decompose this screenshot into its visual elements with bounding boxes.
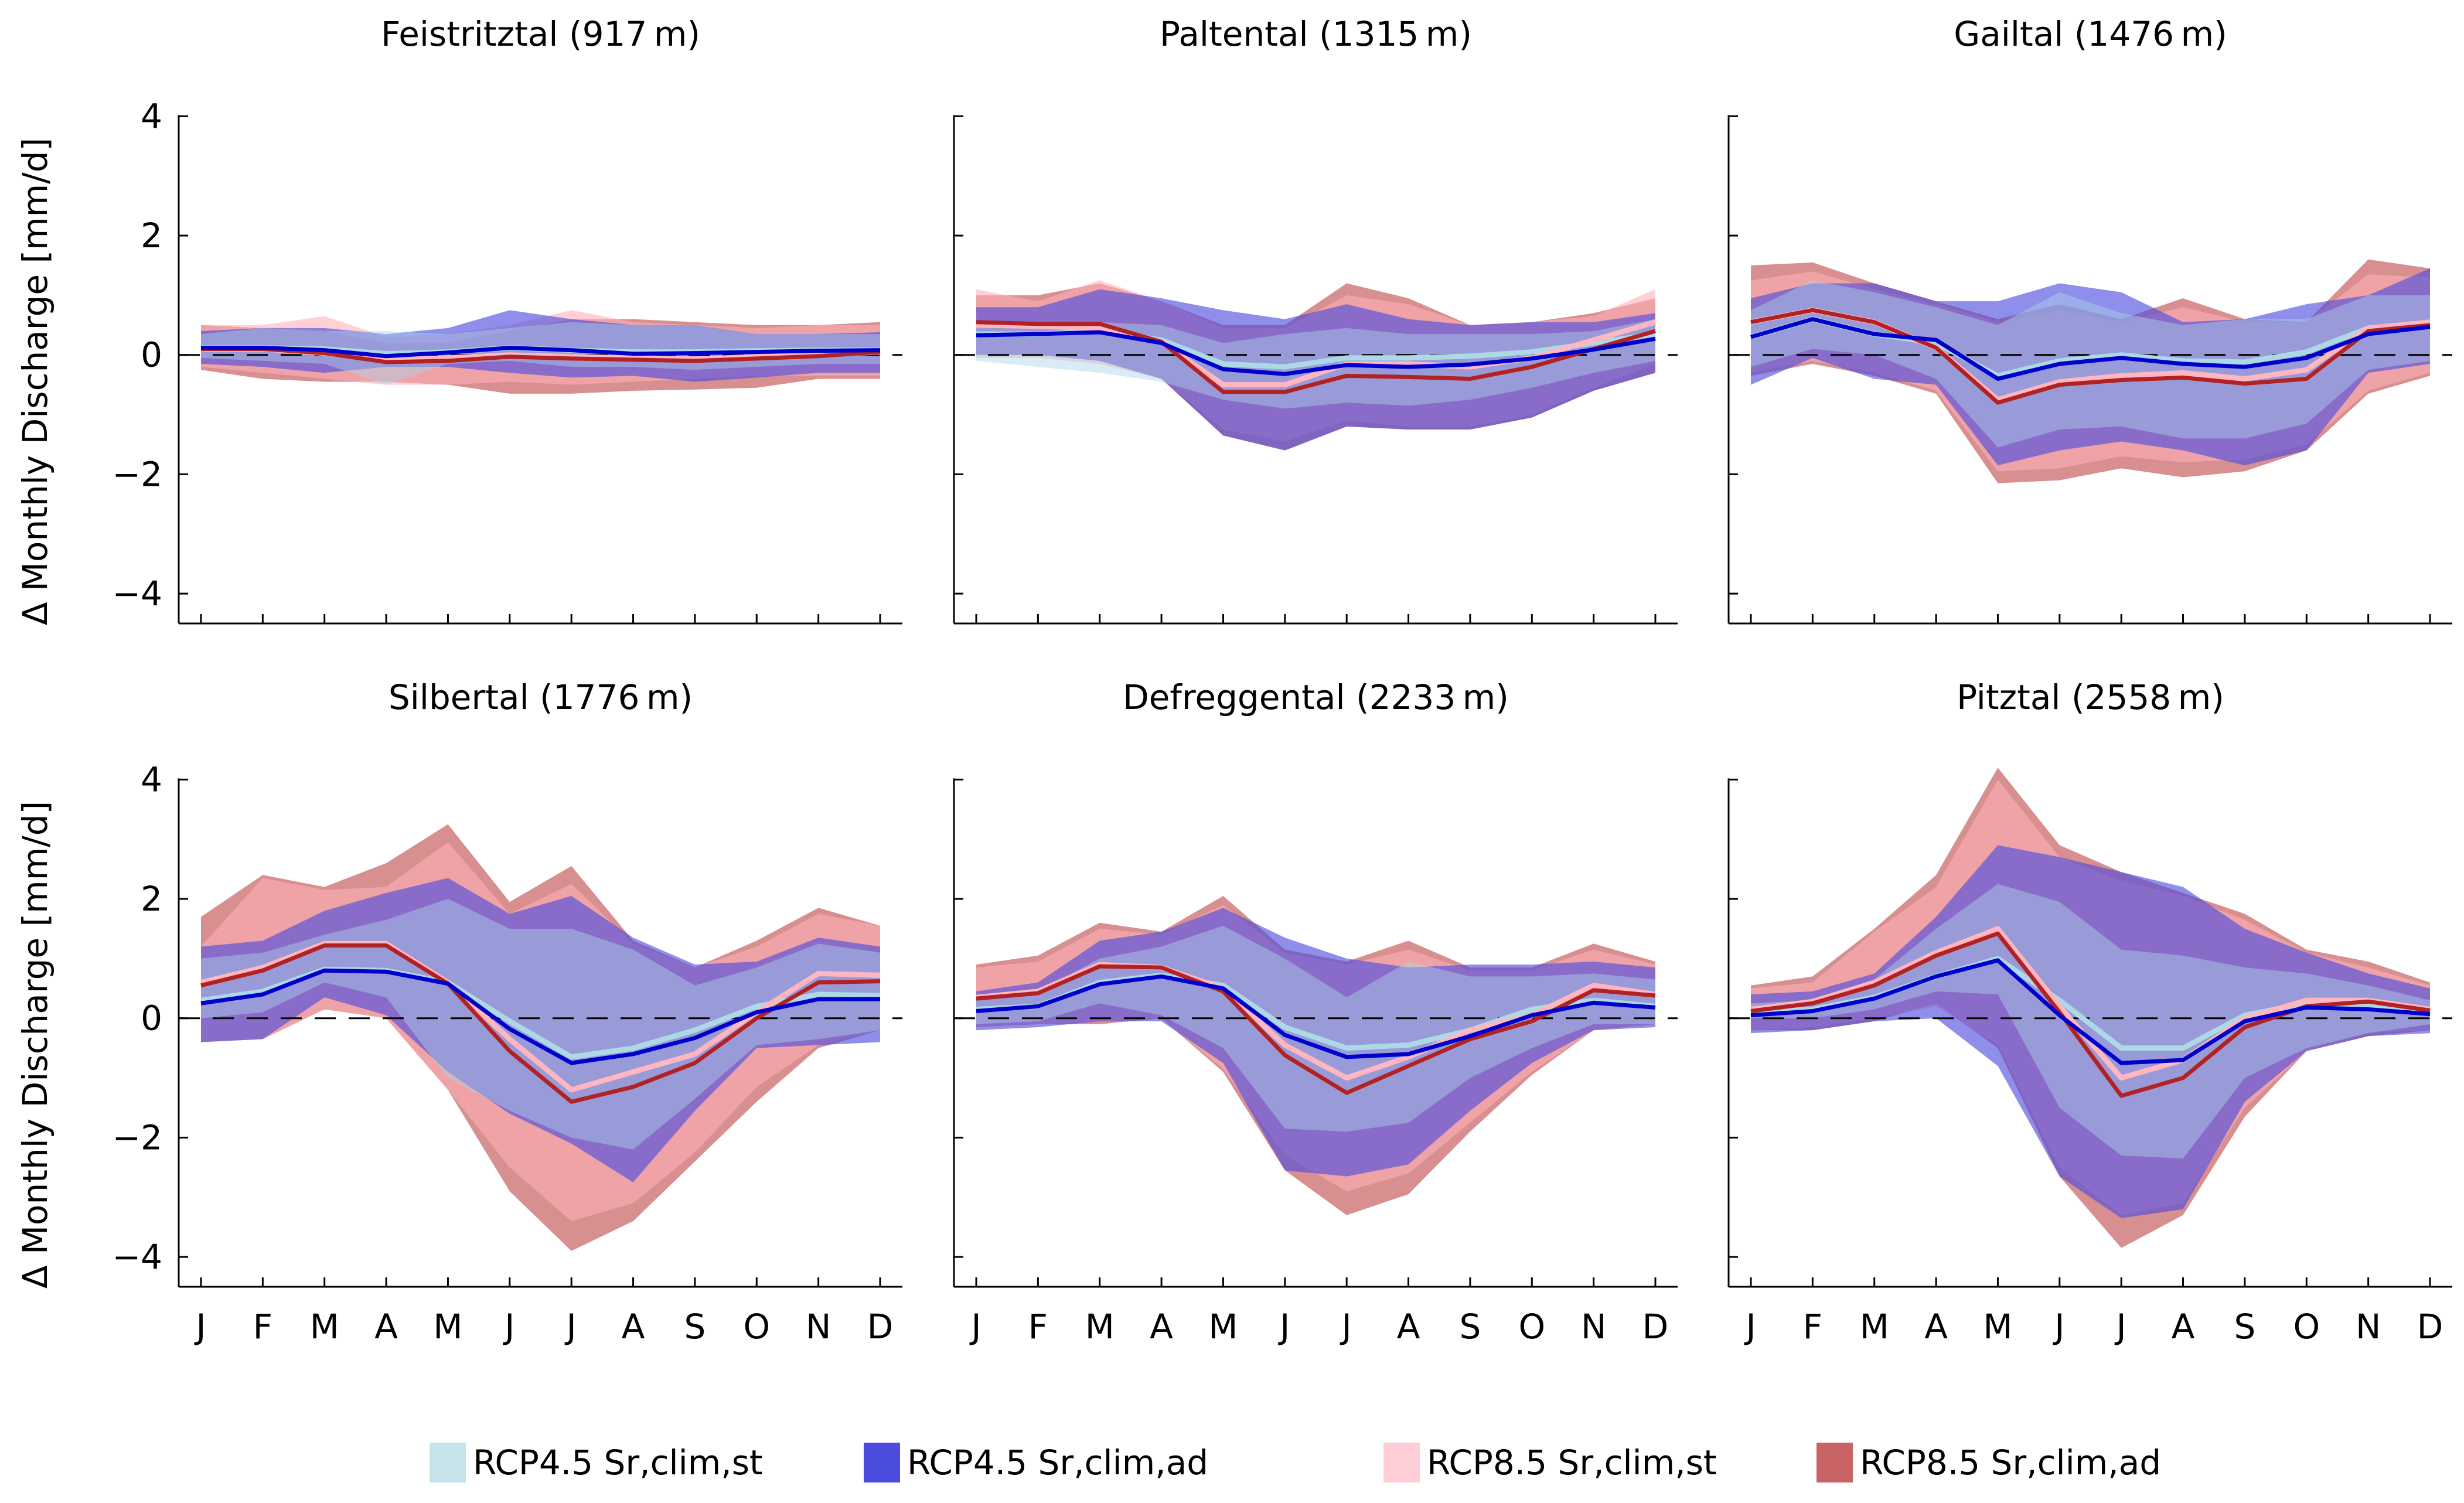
- legend-item-rcp45-st: RCP4.5 Sr,clim,st: [430, 1443, 763, 1482]
- x-tick-label: M: [1085, 1307, 1115, 1347]
- x-tick-label: S: [2234, 1307, 2255, 1347]
- x-tick-label: D: [867, 1307, 894, 1347]
- x-tick-label: F: [1028, 1307, 1048, 1347]
- x-tick-label: J: [1340, 1307, 1352, 1347]
- line-rcp4-5-sr-clim-ad-median: [976, 974, 1656, 1059]
- x-tick-label: M: [433, 1307, 462, 1347]
- x-tick-label: J: [969, 1307, 981, 1347]
- legend-label-rcp45-ad: RCP4.5 Sr,clim,ad: [907, 1443, 1209, 1482]
- x-tick-label: M: [1208, 1307, 1238, 1347]
- y-tick-label: −4: [113, 1237, 163, 1277]
- band-rcp4-5-sr-clim-ad: [201, 310, 880, 382]
- x-tick-label: N: [1581, 1307, 1606, 1347]
- y-tick-label: 0: [141, 998, 162, 1038]
- x-tick-label: A: [622, 1307, 645, 1347]
- line-rcp8-5-sr-clim-ad-median: [1750, 308, 2431, 405]
- legend-label-rcp45-st: RCP4.5 Sr,clim,st: [473, 1443, 763, 1482]
- x-tick-label: J: [1744, 1307, 1756, 1347]
- x-tick-label: A: [1924, 1307, 1948, 1347]
- x-tick-label: D: [2417, 1307, 2443, 1347]
- x-tick-label: D: [1642, 1307, 1669, 1347]
- x-tick-label: N: [2356, 1307, 2381, 1347]
- legend-item-rcp85-ad: RCP8.5 Sr,clim,ad: [1817, 1443, 2161, 1482]
- line-rcp4-5-sr-clim-ad-median: [1750, 958, 2431, 1065]
- band-rcp4-5-sr-clim-ad: [201, 878, 880, 1182]
- x-tick-label: A: [1150, 1307, 1173, 1347]
- y-tick-label: 0: [141, 335, 162, 375]
- panel-paltental: Paltental (1315 m): [953, 14, 1678, 625]
- band-rcp4-5-sr-clim-ad: [1751, 268, 2430, 466]
- x-tick-label: J: [503, 1307, 514, 1347]
- panel-defreggental: Defreggental (2233 m)J F M A M J J A S O N D: [953, 677, 1678, 1347]
- line-rcp8-5-sr-clim-ad-median: [1750, 931, 2431, 1098]
- legend-swatch-rcp45-ad: [864, 1443, 900, 1482]
- legend-swatch-rcp85-ad: [1817, 1443, 1853, 1482]
- x-tick-label: N: [806, 1307, 831, 1347]
- legend-label-rcp85-st: RCP8.5 Sr,clim,st: [1427, 1443, 1717, 1482]
- x-tick-label: J: [2115, 1307, 2126, 1347]
- x-tick-label: M: [310, 1307, 339, 1347]
- line-rcp8-5-sr-clim-ad-median: [201, 347, 881, 364]
- x-tick-label: S: [684, 1307, 706, 1347]
- y-tick-label: −2: [113, 1117, 163, 1157]
- x-tick-label: M: [1860, 1307, 1889, 1347]
- panel-gailtal: Gailtal (1476 m): [1727, 14, 2452, 625]
- legend-swatch-rcp85-st: [1383, 1443, 1420, 1482]
- x-tick-label: M: [1983, 1307, 2012, 1347]
- legend-item-rcp85-st: RCP8.5 Sr,clim,st: [1383, 1443, 1717, 1482]
- y-axis-label: Δ Monthly Discharge [mm/d]: [15, 138, 55, 625]
- legend-swatch-rcp45-st: [430, 1443, 466, 1482]
- y-tick-label: 4: [141, 96, 162, 136]
- y-tick-label: 4: [141, 759, 162, 799]
- panel-title: Silbertal (1776 m): [388, 677, 693, 717]
- band-rcp4-5-sr-clim-st: [201, 899, 880, 1150]
- legend: RCP4.5 Sr,clim,st RCP4.5 Sr,clim,ad RCP8…: [0, 1430, 2464, 1500]
- x-tick-label: J: [2053, 1307, 2064, 1347]
- panels: Feistritztal (917 m) 4 2 0 −2 −4 Δ Monthly Dis…: [15, 14, 2452, 1347]
- line-rcp8-5-sr-clim-ad-median: [200, 943, 881, 1104]
- line-rcp4-5-sr-clim-ad-median: [1750, 317, 2431, 381]
- panel-title: Feistritztal (917 m): [381, 14, 700, 54]
- x-tick-label: S: [1459, 1307, 1481, 1347]
- x-tick-label: O: [1518, 1307, 1545, 1347]
- line-rcp4-5-sr-clim-ad-median: [201, 346, 881, 359]
- x-tick-label: J: [1278, 1307, 1290, 1347]
- panel-title: Pitztal (2558 m): [1957, 677, 2224, 717]
- y-tick-label: 2: [141, 879, 162, 919]
- legend-item-rcp45-ad: RCP4.5 Sr,clim,ad: [864, 1443, 1208, 1482]
- x-tick-label: O: [743, 1307, 770, 1347]
- x-tick-label: F: [1803, 1307, 1822, 1347]
- x-tick-label: A: [374, 1307, 398, 1347]
- x-tick-label: A: [1397, 1307, 1420, 1347]
- legend-label-rcp85-ad: RCP8.5 Sr,clim,ad: [1860, 1443, 2162, 1482]
- band-rcp4-5-sr-clim-st: [1751, 280, 2430, 448]
- y-axis-label: Δ Monthly Discharge [mm/d]: [15, 801, 55, 1289]
- line-rcp8-5-sr-clim-st-median: [1750, 926, 2431, 1081]
- y-tick-label: 2: [141, 216, 162, 255]
- line-rcp4-5-sr-clim-ad-median: [976, 330, 1656, 376]
- panel-silbertal: Silbertal (1776 m)420−2−4J F M A M J J A S O N DΔ M…: [15, 677, 902, 1347]
- x-tick-label: J: [565, 1307, 577, 1347]
- panel-title: Defreggental (2233 m): [1123, 677, 1509, 717]
- panel-title: Paltental (1315 m): [1160, 14, 1472, 54]
- panel-feistritztal: Feistritztal (917 m) 4 2 0 −2 −4 Δ Monthly Dis…: [15, 14, 902, 625]
- x-tick-label: J: [194, 1307, 206, 1347]
- panel-title: Gailtal (1476 m): [1954, 14, 2227, 54]
- x-tick-label: F: [253, 1307, 272, 1347]
- band-rcp4-5-sr-clim-ad: [1751, 845, 2430, 1218]
- x-tick-label: A: [2172, 1307, 2195, 1347]
- y-tick-label: −2: [113, 454, 163, 494]
- y-tick-label: −4: [113, 574, 163, 614]
- line-rcp4-5-sr-clim-ad-median: [200, 968, 880, 1065]
- x-tick-label: O: [2293, 1307, 2320, 1347]
- line-rcp8-5-sr-clim-st-median: [976, 319, 1657, 388]
- panel-pitztal: Pitztal (2558 m)J F M A M J J A S O N D: [1727, 677, 2452, 1347]
- line-rcp8-5-sr-clim-ad-median: [976, 964, 1656, 1095]
- line-rcp8-5-sr-clim-ad-median: [976, 320, 1656, 394]
